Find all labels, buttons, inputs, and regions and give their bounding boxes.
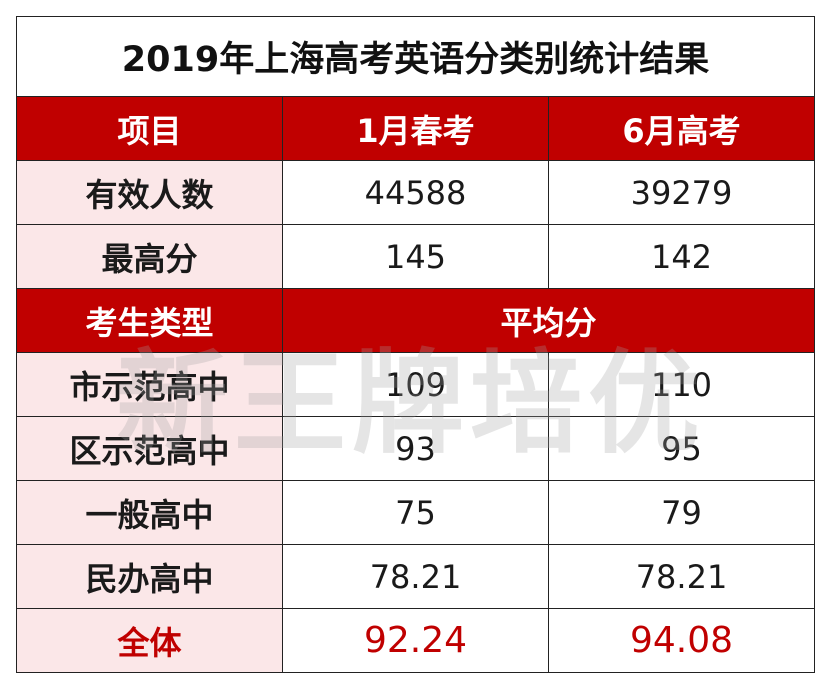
total-row: 全体 92.24 94.08 bbox=[16, 608, 815, 673]
table-row: 区示范高中 93 95 bbox=[16, 416, 815, 481]
stats-table-container: 2019年上海高考英语分类别统计结果 项目 1月春考 6月高考 有效人数 445… bbox=[16, 16, 815, 673]
row-label: 区示范高中 bbox=[16, 416, 283, 481]
table-title: 2019年上海高考英语分类别统计结果 bbox=[16, 16, 815, 97]
table-row: 民办高中 78.21 78.21 bbox=[16, 544, 815, 609]
cell-jun: 39279 bbox=[548, 160, 815, 225]
row-label: 最高分 bbox=[16, 224, 283, 289]
row-label: 有效人数 bbox=[16, 160, 283, 225]
cell-jun: 95 bbox=[548, 416, 815, 481]
cell-jan: 145 bbox=[282, 224, 549, 289]
cell-jan: 44588 bbox=[282, 160, 549, 225]
header-jun: 6月高考 bbox=[548, 96, 815, 161]
cell-jan: 109 bbox=[282, 352, 549, 417]
header-jan: 1月春考 bbox=[282, 96, 549, 161]
row-label: 市示范高中 bbox=[16, 352, 283, 417]
table-row: 市示范高中 109 110 bbox=[16, 352, 815, 417]
subheader-row: 考生类型 平均分 bbox=[16, 288, 815, 353]
cell-jun: 78.21 bbox=[548, 544, 815, 609]
stats-table: 2019年上海高考英语分类别统计结果 项目 1月春考 6月高考 有效人数 445… bbox=[16, 16, 815, 673]
cell-jun: 142 bbox=[548, 224, 815, 289]
cell-jan: 75 bbox=[282, 480, 549, 545]
cell-jun: 110 bbox=[548, 352, 815, 417]
row-label: 一般高中 bbox=[16, 480, 283, 545]
total-jun: 94.08 bbox=[548, 608, 815, 673]
cell-jun: 79 bbox=[548, 480, 815, 545]
subheader-avg: 平均分 bbox=[282, 288, 815, 353]
total-jan: 92.24 bbox=[282, 608, 549, 673]
header-item: 项目 bbox=[16, 96, 283, 161]
table-row: 一般高中 75 79 bbox=[16, 480, 815, 545]
cell-jan: 78.21 bbox=[282, 544, 549, 609]
row-label: 民办高中 bbox=[16, 544, 283, 609]
table-row: 最高分 145 142 bbox=[16, 224, 815, 289]
cell-jan: 93 bbox=[282, 416, 549, 481]
header-row: 项目 1月春考 6月高考 bbox=[16, 96, 815, 161]
subheader-type: 考生类型 bbox=[16, 288, 283, 353]
total-label: 全体 bbox=[16, 608, 283, 673]
table-row: 有效人数 44588 39279 bbox=[16, 160, 815, 225]
title-row: 2019年上海高考英语分类别统计结果 bbox=[16, 16, 815, 97]
